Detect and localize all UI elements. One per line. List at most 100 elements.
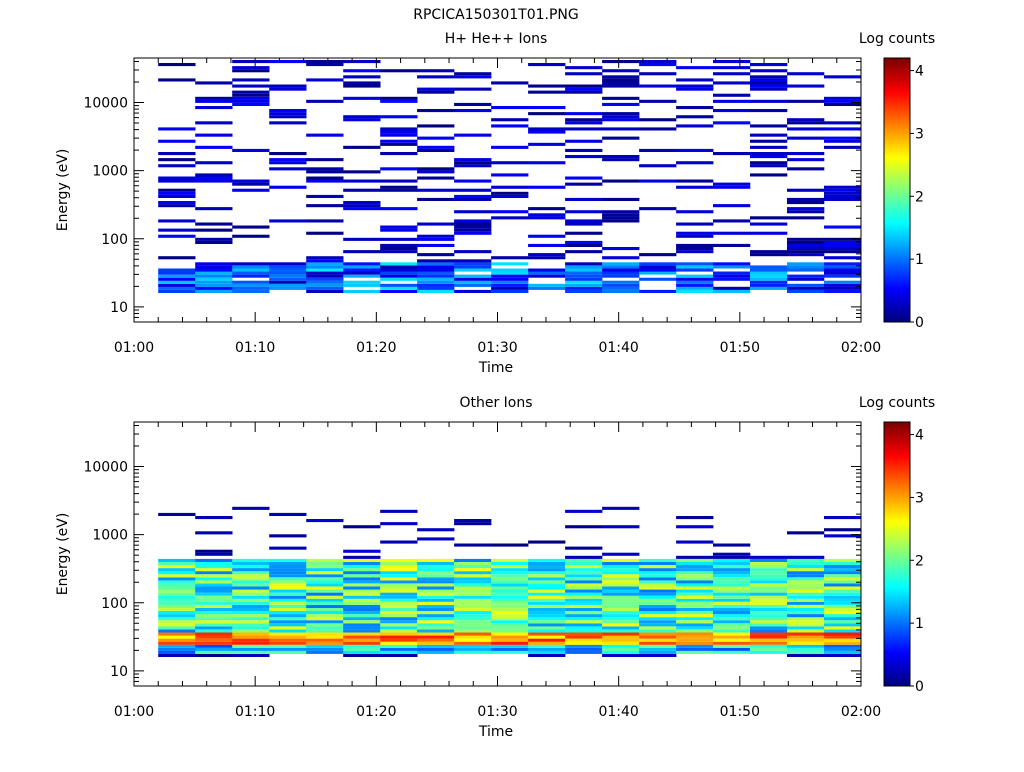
heatmap-cell <box>750 69 788 73</box>
heatmap-cell <box>158 194 196 198</box>
heatmap-cell <box>787 121 825 125</box>
heatmap-cell <box>602 127 640 131</box>
heatmap-cell <box>565 620 603 624</box>
heatmap-cell <box>454 561 492 565</box>
heatmap-cell <box>306 561 344 565</box>
colorbar-segment <box>884 668 910 672</box>
heatmap-cell <box>750 647 788 651</box>
heatmap-cell <box>491 586 529 590</box>
heatmap-cell <box>639 583 677 587</box>
heatmap-cell <box>639 623 677 627</box>
heatmap-cell <box>232 586 270 590</box>
heatmap-cell <box>306 519 344 523</box>
heatmap-cell <box>380 647 418 651</box>
heatmap-cell <box>454 188 492 192</box>
heatmap-cell <box>380 142 418 146</box>
heatmap-cell <box>824 635 862 639</box>
colorbar-segment <box>884 644 910 647</box>
heatmap-cell <box>602 197 640 201</box>
colorbar-segment <box>884 637 910 641</box>
heatmap-cell <box>565 176 603 180</box>
heatmap-cell <box>602 592 640 596</box>
heatmap-cell <box>602 601 640 605</box>
heatmap-cell <box>417 268 455 272</box>
colorbar-segment <box>884 518 910 522</box>
heatmap-cell <box>380 653 418 657</box>
heatmap-cell <box>380 589 418 593</box>
heatmap-cell <box>750 598 788 602</box>
heatmap-cell <box>343 75 381 79</box>
colorbar-segment <box>884 481 910 485</box>
y-tick-label: 100 <box>101 596 128 612</box>
heatmap-cell <box>380 586 418 590</box>
colorbar-segment <box>884 113 910 116</box>
heatmap-cell <box>491 641 529 645</box>
heatmap-cell <box>269 614 307 618</box>
heatmap-cell <box>676 286 714 290</box>
heatmap-cell <box>232 60 270 64</box>
heatmap-cell <box>639 558 677 562</box>
heatmap-cell <box>824 139 862 143</box>
heatmap-cell <box>639 638 677 642</box>
heatmap-cell <box>380 133 418 137</box>
colorbar-segment <box>884 82 910 85</box>
heatmap-cell <box>158 78 196 82</box>
heatmap-cell <box>491 589 529 593</box>
heatmap-cell <box>639 611 677 615</box>
colorbar-segment <box>884 446 910 449</box>
heatmap-cell <box>824 102 862 106</box>
colorbar-segment <box>884 587 910 590</box>
heatmap-cell <box>565 586 603 590</box>
heatmap-cell <box>528 629 566 633</box>
x-tick-label: 01:40 <box>598 340 638 356</box>
heatmap-cell <box>787 580 825 584</box>
heatmap-cell <box>232 629 270 633</box>
heatmap-cell <box>824 286 862 290</box>
heatmap-cell <box>787 611 825 615</box>
heatmap-cell <box>787 127 825 131</box>
heatmap-cell <box>676 601 714 605</box>
colorbar-segment <box>884 130 910 134</box>
heatmap-cell <box>528 283 566 287</box>
colorbar-segment <box>884 549 910 553</box>
heatmap-cell <box>824 528 862 532</box>
heatmap-cell <box>195 580 233 584</box>
heatmap-cell <box>602 653 640 657</box>
heatmap-cell <box>565 509 603 513</box>
heatmap-cell <box>824 96 862 100</box>
colorbar-segment <box>884 192 910 195</box>
heatmap-cell <box>787 568 825 572</box>
heatmap-cell <box>639 592 677 596</box>
heatmap-cell <box>195 274 233 278</box>
heatmap-cell <box>639 262 677 266</box>
heatmap-cell <box>787 647 825 651</box>
heatmap-cell <box>232 182 270 186</box>
heatmap-cell <box>565 283 603 287</box>
heatmap-cell <box>676 580 714 584</box>
heatmap-cell <box>454 577 492 581</box>
colorbar-segment <box>884 470 910 474</box>
colorbar-tick-label: 3 <box>915 490 924 506</box>
heatmap-cell <box>750 277 788 281</box>
heatmap-cell <box>454 222 492 226</box>
heatmap-cell <box>750 580 788 584</box>
heatmap-cell <box>417 197 455 201</box>
heatmap-cell <box>750 611 788 615</box>
heatmap-cell <box>417 589 455 593</box>
heatmap-cell <box>306 592 344 596</box>
heatmap-cell <box>417 262 455 266</box>
heatmap-cell <box>824 565 862 569</box>
heatmap-cell <box>380 237 418 241</box>
heatmap-cell <box>269 620 307 624</box>
heatmap-cell <box>269 158 307 162</box>
heatmap-cell <box>195 586 233 590</box>
heatmap-cell <box>417 277 455 281</box>
heatmap-cell <box>454 580 492 584</box>
heatmap-cell <box>195 641 233 645</box>
heatmap-cell <box>491 577 529 581</box>
heatmap-cell <box>158 589 196 593</box>
heatmap-cell <box>639 179 677 183</box>
heatmap-cell <box>491 543 529 547</box>
heatmap-cell <box>158 635 196 639</box>
heatmap-cell <box>232 84 270 88</box>
